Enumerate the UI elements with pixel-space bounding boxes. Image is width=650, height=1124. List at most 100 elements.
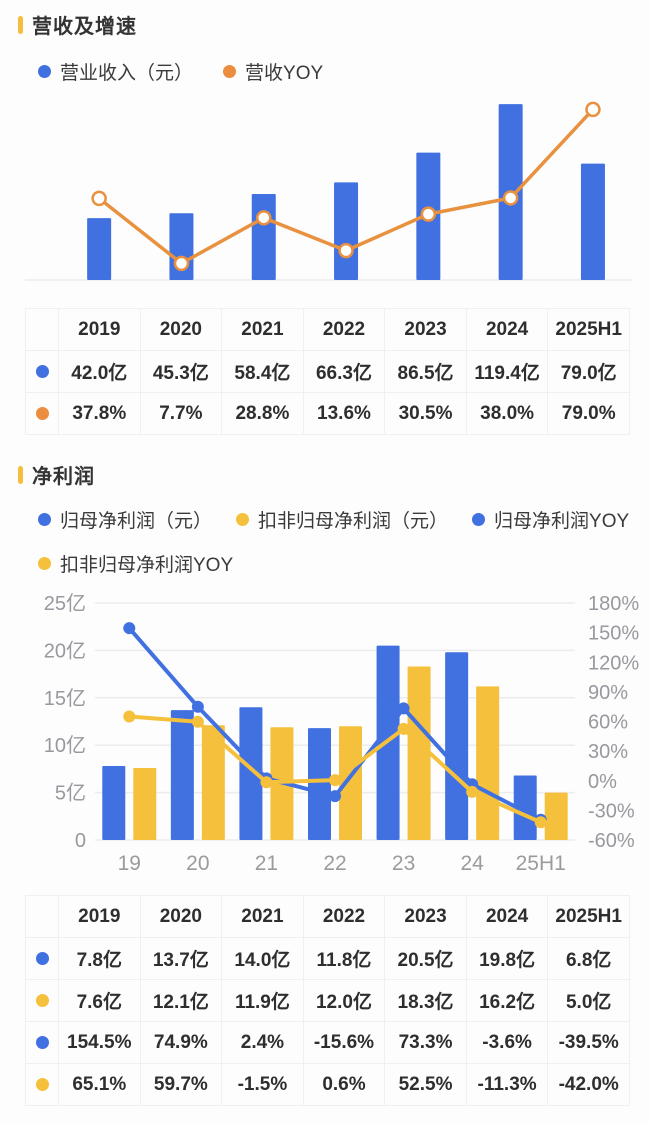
value-cell: 28.8% bbox=[221, 392, 304, 435]
deducted-profit-yoy-point-21 bbox=[260, 776, 273, 789]
value-cell: 52.5% bbox=[384, 1063, 467, 1106]
value-cell: 12.0亿 bbox=[302, 979, 386, 1022]
value-cell: 37.8% bbox=[58, 392, 141, 435]
year-header: 2020 bbox=[139, 308, 223, 351]
value-cell: 73.3% bbox=[384, 1021, 467, 1064]
profit-legend: 归母净利润（元） 扣非归母净利润（元） 归母净利润YOY 扣非归母净利润YOY bbox=[38, 506, 638, 577]
value-cell: -39.5% bbox=[547, 1021, 630, 1064]
revenue-legend: 营业收入（元） 营收YOY bbox=[38, 58, 323, 85]
yoy-point-2020 bbox=[173, 255, 190, 272]
revenue-yoy-row: 37.8% 7.7% 28.8% 13.6% 30.5% 38.0% 79.0% bbox=[25, 392, 630, 435]
value-cell: -1.5% bbox=[221, 1063, 304, 1106]
row-marker-cell bbox=[25, 1063, 59, 1106]
net-profit-bar-22 bbox=[308, 728, 331, 840]
net-profit-yoy-point-23 bbox=[397, 702, 410, 715]
value-cell: -42.0% bbox=[547, 1063, 630, 1106]
legend-label: 归母净利润YOY bbox=[494, 511, 630, 532]
x-axis-label: 24 bbox=[460, 852, 484, 875]
year-header: 2023 bbox=[384, 895, 467, 938]
value-cell: 38.0% bbox=[465, 392, 549, 435]
series-dot-icon bbox=[35, 994, 49, 1007]
value-cell: 7.6亿 bbox=[58, 979, 141, 1022]
value-cell: 13.6% bbox=[302, 392, 386, 435]
yoy-point-2021 bbox=[256, 210, 272, 226]
left-axis-tick: 20亿 bbox=[44, 639, 86, 662]
value-cell: 119.4亿 bbox=[465, 350, 549, 393]
deducted-profit-bar-23 bbox=[407, 666, 431, 840]
value-cell: 86.5亿 bbox=[384, 350, 467, 393]
year-header: 2022 bbox=[302, 308, 386, 351]
row-marker-cell bbox=[25, 979, 59, 1022]
revenue-bar-2019 bbox=[87, 218, 112, 280]
value-cell: 16.2亿 bbox=[465, 979, 549, 1022]
net-profit-bar-19 bbox=[102, 766, 126, 840]
yoy-point-2025H1 bbox=[585, 101, 601, 118]
deducted-profit-bar-24 bbox=[476, 686, 500, 840]
net-profit-yoy-point-19 bbox=[123, 622, 136, 635]
net-profit-bar-25H1 bbox=[513, 775, 537, 840]
value-cell: 58.4亿 bbox=[221, 350, 304, 393]
net-profit-bar-21 bbox=[239, 707, 263, 840]
series-dot-icon bbox=[472, 513, 486, 526]
value-cell: 7.8亿 bbox=[58, 937, 141, 980]
deducted-profit-bar-25H1 bbox=[544, 792, 568, 840]
section-marker-icon bbox=[18, 465, 23, 484]
revenue-bar-2025H1 bbox=[580, 163, 605, 280]
right-axis-tick: -60% bbox=[588, 830, 635, 852]
series-dot-icon bbox=[35, 365, 49, 378]
value-cell: 2.4% bbox=[221, 1021, 304, 1064]
value-cell: 45.3亿 bbox=[139, 350, 223, 393]
value-cell: 20.5亿 bbox=[384, 937, 467, 980]
deducted-profit-bar-19 bbox=[133, 767, 157, 840]
right-axis-tick: 60% bbox=[588, 712, 628, 734]
legend-item-revenue: 营业收入（元） bbox=[38, 58, 193, 85]
series-dot-icon bbox=[35, 1036, 49, 1049]
net-profit-yoy-point-20 bbox=[191, 700, 204, 713]
series-dot-icon bbox=[35, 952, 49, 965]
value-cell: -15.6% bbox=[302, 1021, 386, 1064]
year-header: 2021 bbox=[221, 308, 304, 351]
yoy-point-2022 bbox=[338, 242, 354, 259]
series-dot-icon bbox=[35, 1078, 49, 1091]
profit-section-header: 净利润 bbox=[18, 460, 95, 489]
right-axis-tick: 120% bbox=[588, 652, 639, 674]
series-dot-icon bbox=[38, 557, 51, 570]
section-marker-icon bbox=[18, 15, 23, 34]
series-dot-icon bbox=[223, 65, 237, 78]
revenue-section-header: 营收及增速 bbox=[18, 10, 137, 39]
left-axis-tick: 15亿 bbox=[44, 687, 86, 710]
right-axis-tick: 90% bbox=[588, 682, 628, 704]
value-cell: 42.0亿 bbox=[58, 350, 141, 393]
value-cell: 6.8亿 bbox=[547, 937, 630, 980]
year-header: 2025H1 bbox=[547, 308, 630, 351]
legend-item-deducted-profit-yoy: 扣非归母净利润YOY bbox=[38, 550, 233, 577]
legend-label: 扣非归母净利润（元） bbox=[258, 511, 449, 532]
x-axis-label: 21 bbox=[255, 852, 278, 875]
net-profit-yoy-point-22 bbox=[329, 790, 341, 803]
net-profit-bar-24 bbox=[445, 652, 469, 840]
series-dot-icon bbox=[38, 513, 51, 526]
legend-item-deducted-profit: 扣非归母净利润（元） bbox=[236, 506, 448, 533]
value-cell: 79.0% bbox=[547, 392, 630, 435]
year-header: 2022 bbox=[302, 895, 386, 938]
value-cell: 14.0亿 bbox=[221, 937, 304, 980]
value-cell: 5.0亿 bbox=[547, 979, 630, 1022]
value-cell: -3.6% bbox=[465, 1021, 549, 1064]
right-axis-tick: 30% bbox=[588, 741, 628, 763]
left-axis-tick: 25亿 bbox=[44, 592, 86, 615]
deducted-profit-yoy-point-22 bbox=[329, 774, 341, 787]
x-axis-label: 22 bbox=[323, 852, 346, 875]
profit-chart: 25亿 20亿 15亿 10亿 5亿 0 180% 150% 120% 90% 60% 30% 0% -3… bbox=[44, 592, 640, 875]
deducted-profit-yoy-row: 65.1% 59.7% -1.5% 0.6% 52.5% -11.3% -42.… bbox=[25, 1063, 630, 1106]
legend-label: 扣非归母净利润YOY bbox=[60, 555, 234, 576]
net-profit-yoy-row: 154.5% 74.9% 2.4% -15.6% 73.3% -3.6% -39… bbox=[25, 1021, 630, 1064]
row-marker-cell bbox=[25, 1021, 59, 1064]
year-header: 2023 bbox=[384, 308, 467, 351]
value-cell: 66.3亿 bbox=[302, 350, 386, 393]
profit-table: 2019 2020 2021 2022 2023 2024 2025H1 7.8… bbox=[25, 895, 630, 1106]
value-cell: 18.3亿 bbox=[384, 979, 467, 1022]
year-header: 2019 bbox=[58, 895, 141, 938]
deducted-profit-yoy-point-25H1 bbox=[534, 816, 547, 829]
value-cell: 13.7亿 bbox=[139, 937, 223, 980]
profit-section-title: 净利润 bbox=[32, 466, 95, 488]
